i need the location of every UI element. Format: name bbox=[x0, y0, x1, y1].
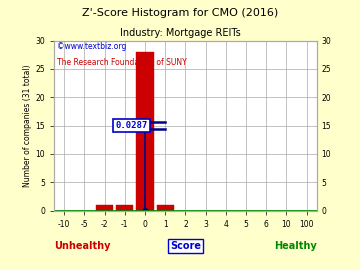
Text: Healthy: Healthy bbox=[274, 241, 317, 251]
Text: Industry: Mortgage REITs: Industry: Mortgage REITs bbox=[120, 28, 240, 38]
Text: ©www.textbiz.org: ©www.textbiz.org bbox=[57, 42, 126, 51]
Bar bbox=[96, 205, 113, 211]
Bar bbox=[116, 205, 133, 211]
Text: Score: Score bbox=[170, 241, 201, 251]
Text: The Research Foundation of SUNY: The Research Foundation of SUNY bbox=[57, 58, 186, 66]
Bar bbox=[157, 205, 174, 211]
Bar bbox=[136, 52, 154, 211]
Y-axis label: Number of companies (31 total): Number of companies (31 total) bbox=[23, 64, 32, 187]
Text: Z'-Score Histogram for CMO (2016): Z'-Score Histogram for CMO (2016) bbox=[82, 8, 278, 18]
Text: Unhealthy: Unhealthy bbox=[54, 241, 111, 251]
Text: 0.0287: 0.0287 bbox=[116, 121, 148, 130]
